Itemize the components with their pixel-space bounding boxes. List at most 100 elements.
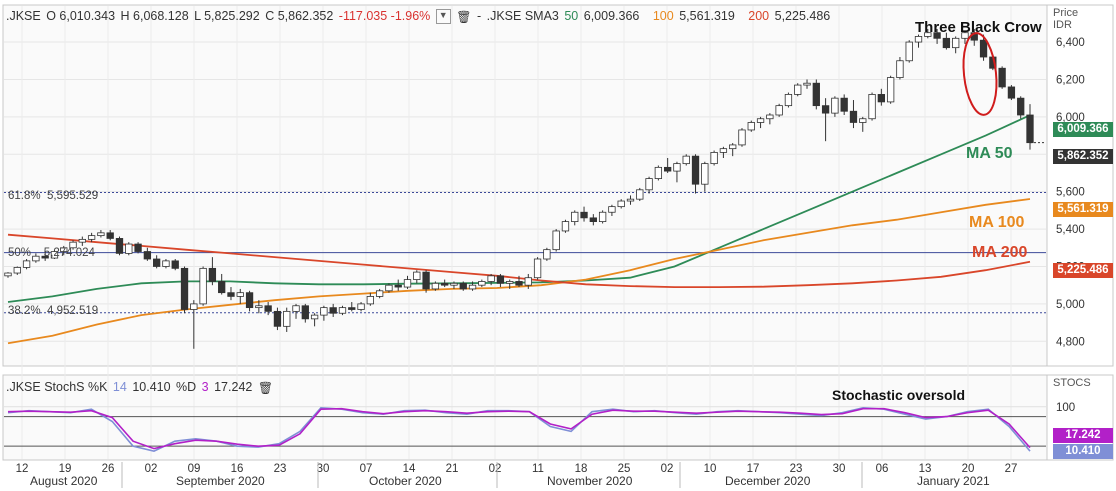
- candle-down: [106, 232, 114, 239]
- candle-down: [171, 260, 179, 269]
- candle-up: [701, 163, 709, 185]
- candle-up: [450, 282, 458, 286]
- candle-up: [255, 305, 263, 309]
- low-value: L 5,825.292: [194, 9, 260, 23]
- x-tick-label: 11: [532, 463, 544, 475]
- candle-up: [747, 122, 755, 131]
- y-tick-label: 6,400: [1056, 37, 1085, 49]
- fib-50-label: 50% 5,274.024: [8, 247, 95, 259]
- candle-up: [914, 36, 923, 43]
- candle-up: [60, 247, 68, 252]
- candle-up: [32, 255, 40, 262]
- candle-up: [561, 221, 570, 232]
- sma-label: .JKSE SMA3: [486, 9, 559, 23]
- currency-label: IDR: [1053, 19, 1072, 31]
- candle-down: [329, 307, 337, 314]
- price-axis: [1046, 4, 1114, 367]
- month-label: November 2020: [547, 474, 633, 488]
- candle-down: [664, 166, 672, 172]
- x-tick-label: 16: [231, 463, 244, 475]
- x-tick-label: 02: [145, 463, 158, 475]
- month-label: September 2020: [176, 474, 265, 488]
- symbol-label: .JKSE: [6, 9, 41, 23]
- candle-down: [227, 292, 235, 297]
- candle-up: [283, 310, 291, 327]
- sma100-period: 100: [652, 9, 674, 23]
- candle-down: [933, 32, 941, 39]
- candle-down: [180, 267, 189, 310]
- candle-up: [524, 277, 532, 286]
- stoch-k-badge: 10.410: [1053, 444, 1113, 459]
- change-value: -117.035 -1.96%: [338, 9, 431, 23]
- stoch-d-period: 3: [201, 380, 209, 394]
- stoch-k-period: 14: [112, 380, 127, 394]
- y-tick-label: 6,000: [1056, 112, 1085, 124]
- trash-icon[interactable]: 🗑: [456, 9, 472, 24]
- stoch-tick-label: 100: [1056, 402, 1075, 414]
- candle-down: [245, 292, 254, 309]
- candle-down: [691, 155, 700, 185]
- candle-up: [506, 281, 514, 284]
- candle-down: [134, 243, 142, 252]
- candle-up: [924, 32, 932, 37]
- three-black-crow-label: Three Black Crow: [915, 19, 1042, 36]
- chevron-down-icon[interactable]: ▼: [435, 9, 451, 25]
- ma200-label: MA 200: [972, 244, 1028, 261]
- candle-down: [1017, 97, 1025, 116]
- price-axis-title: Price: [1053, 7, 1079, 19]
- candle-down: [348, 307, 356, 310]
- candle-up: [292, 305, 300, 312]
- candle-up: [162, 260, 170, 267]
- candle-down: [41, 255, 49, 259]
- trash-icon[interactable]: 🗑: [257, 380, 274, 395]
- x-tick-label: 25: [618, 463, 631, 475]
- candle-up: [403, 279, 412, 288]
- stoch-oversold-label: Stochastic oversold: [832, 387, 966, 403]
- candle-up: [78, 238, 86, 243]
- candle-down: [264, 305, 272, 312]
- x-tick-label: 14: [403, 463, 416, 475]
- candle-up: [654, 166, 663, 179]
- candle-up: [552, 230, 560, 251]
- ma50-label: MA 50: [966, 145, 1013, 162]
- candle-up: [431, 282, 440, 290]
- candle-up: [598, 211, 607, 222]
- candle-down: [812, 82, 820, 107]
- candle-up: [13, 267, 21, 274]
- candle-up: [320, 307, 328, 316]
- candle-up: [487, 275, 495, 282]
- candle-up: [199, 267, 207, 305]
- candle-down: [496, 275, 505, 284]
- stoch-label: .JKSE StochS %K: [6, 380, 108, 394]
- candle-down: [208, 267, 217, 282]
- candle-down: [942, 37, 951, 49]
- candle-down: [515, 281, 523, 286]
- candle-up: [190, 303, 198, 310]
- candle-up: [338, 307, 347, 314]
- candle-up: [729, 144, 737, 150]
- candle-down: [840, 97, 848, 112]
- x-tick-label: 23: [790, 463, 803, 475]
- ma100-label: MA 100: [969, 214, 1025, 231]
- candle-up: [533, 258, 542, 279]
- month-label: August 2020: [30, 474, 98, 488]
- candle-up: [626, 198, 635, 202]
- candle-up: [125, 243, 133, 254]
- close-value: C 5,862.352: [265, 9, 334, 23]
- stoch-axis-title: STOCS: [1053, 377, 1091, 389]
- x-tick-label: 09: [188, 463, 201, 475]
- sma200-badge: 5,225.486: [1053, 263, 1113, 278]
- x-tick-label: 02: [489, 463, 502, 475]
- stoch-d-label: %D: [176, 380, 197, 394]
- candle-up: [961, 32, 969, 39]
- x-tick-label: 19: [59, 463, 72, 475]
- month-label: December 2020: [725, 474, 811, 488]
- candle-down: [998, 67, 1006, 88]
- candle-down: [115, 238, 124, 254]
- three-black-crow-circle: [962, 32, 998, 116]
- high-value: H 6,068.128: [120, 9, 189, 23]
- x-tick-label: 02: [661, 463, 674, 475]
- candle-down: [1026, 114, 1034, 144]
- y-tick-label: 4,800: [1056, 336, 1085, 348]
- sma100-badge: 5,561.319: [1053, 202, 1113, 217]
